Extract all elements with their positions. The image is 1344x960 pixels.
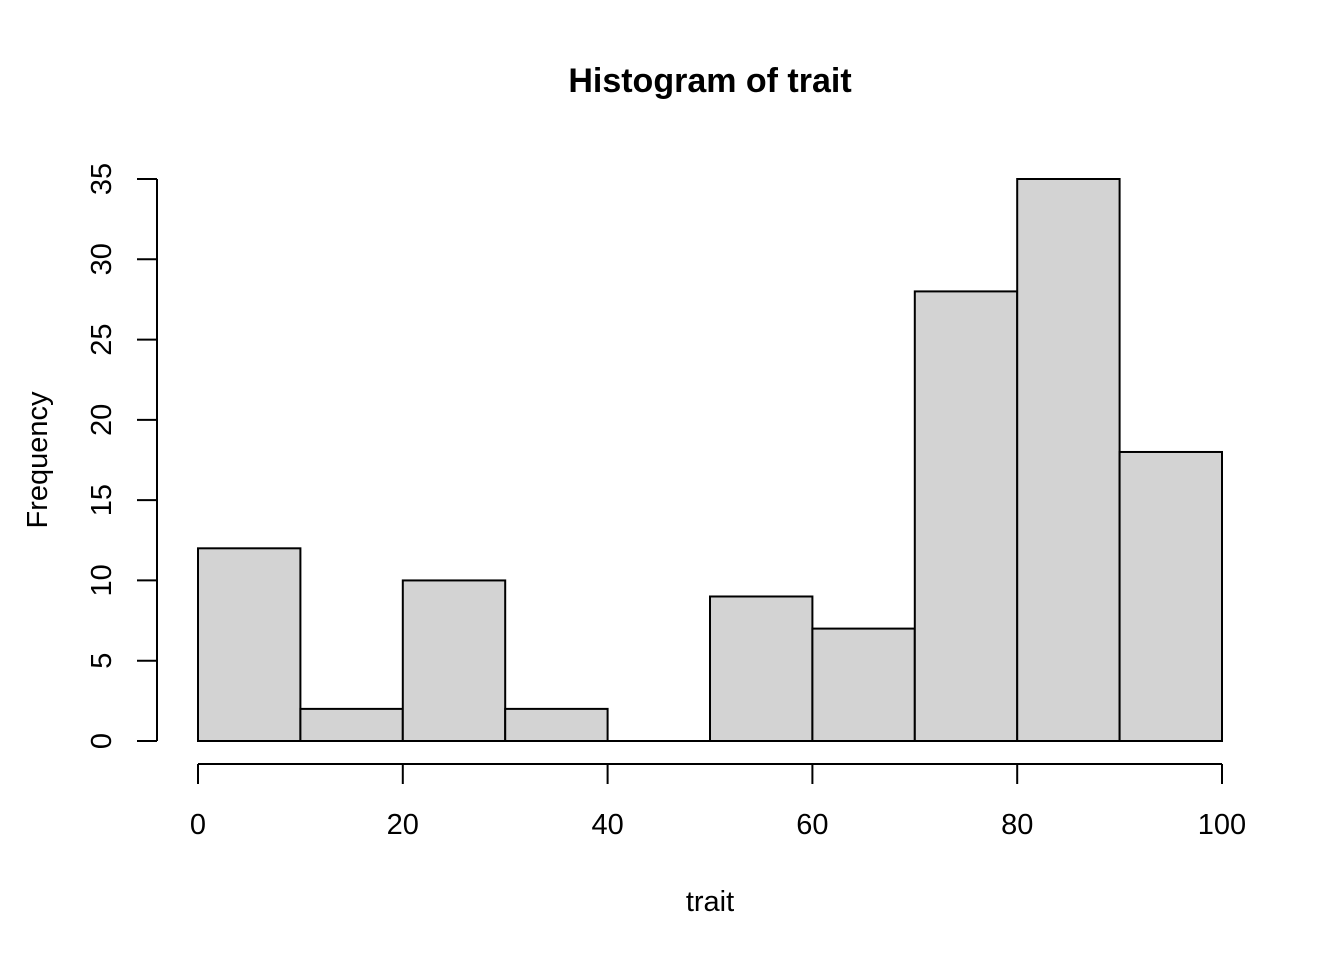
- y-axis-label: Frequency: [22, 391, 54, 529]
- x-tick-label-1: 20: [387, 809, 419, 841]
- histogram-bar-3: [504, 707, 609, 743]
- histogram-bar-5: [709, 595, 814, 742]
- y-tick-label-3: 15: [86, 484, 118, 516]
- y-tick-label-7: 35: [86, 163, 118, 195]
- bars-group: [197, 178, 1223, 743]
- x-tick-label-3: 60: [796, 809, 828, 841]
- histogram-bar-9: [1118, 450, 1223, 742]
- x-axis-label: trait: [686, 886, 734, 918]
- histogram-bar-2: [401, 579, 507, 743]
- y-tick-label-0: 0: [86, 733, 118, 749]
- x-tick-label-0: 0: [190, 809, 206, 841]
- histogram-bar-0: [197, 547, 302, 742]
- histogram-bar-1: [299, 707, 404, 743]
- histogram-bar-7: [913, 290, 1019, 742]
- y-tick-label-2: 10: [86, 564, 118, 596]
- y-tick-label-6: 30: [86, 243, 118, 275]
- y-tick-label-5: 25: [86, 323, 118, 355]
- histogram-bar-8: [1016, 178, 1121, 742]
- x-axis: 0 20 40 60 80 100: [190, 763, 1246, 841]
- x-tick-label-5: 100: [1198, 809, 1246, 841]
- x-tick-label-2: 40: [591, 809, 623, 841]
- y-axis: 0 5 10 15 20 25 30 35: [86, 163, 158, 749]
- y-tick-label-1: 5: [86, 653, 118, 669]
- y-tick-label-4: 20: [86, 404, 118, 436]
- x-tick-label-4: 80: [1001, 809, 1033, 841]
- chart-title: Histogram of trait: [568, 62, 851, 100]
- histogram-bar-6: [811, 627, 916, 742]
